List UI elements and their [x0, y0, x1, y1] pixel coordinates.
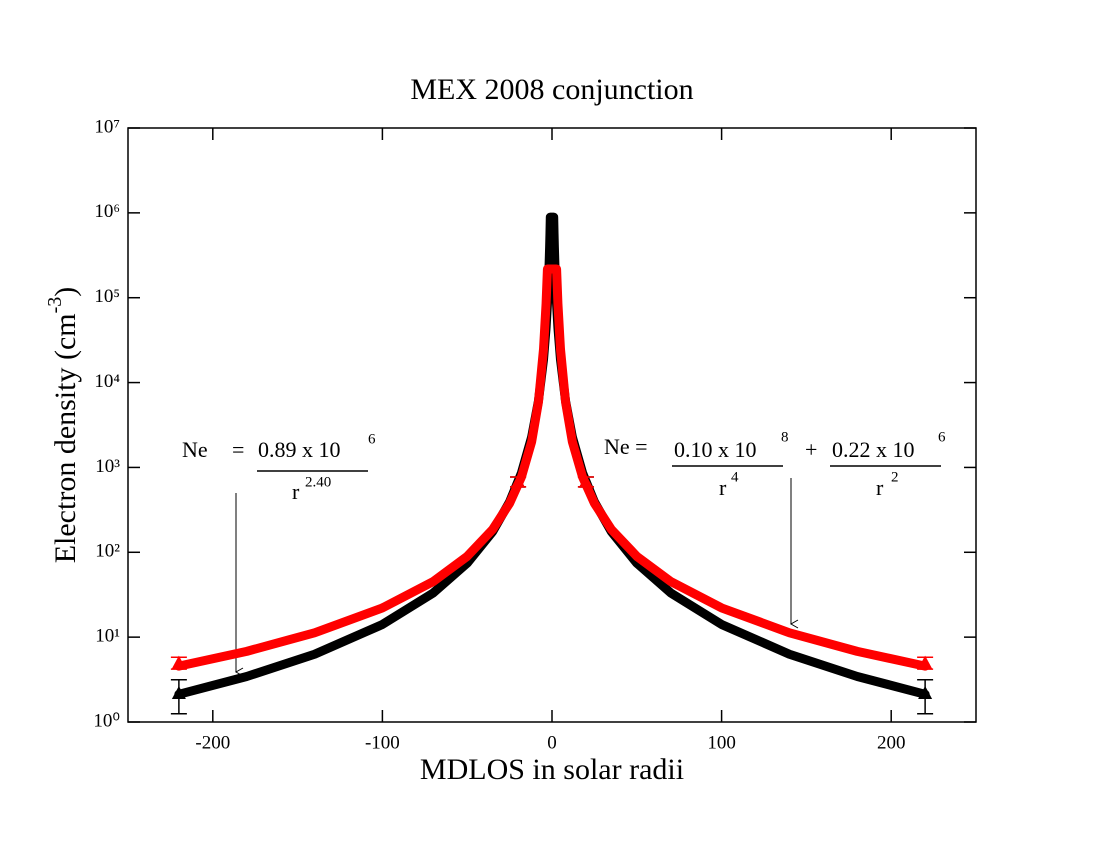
chart-title: MEX 2008 conjunction [410, 73, 693, 106]
marker [171, 655, 186, 669]
y-tick-label: 10⁷ [94, 116, 120, 137]
marker [918, 685, 933, 699]
x-tick-label: -200 [195, 732, 230, 753]
data-line [174, 264, 930, 671]
y-tick-label: 10⁴ [94, 371, 120, 392]
y-axis-label: Electron density (cm-3) [44, 287, 82, 564]
annotation: r [876, 475, 884, 500]
annotation: Ne = [604, 434, 648, 459]
annotation: 2 [891, 469, 899, 485]
annotation: 2.40 [305, 474, 331, 490]
annotation: 6 [368, 431, 376, 447]
annotation: 8 [781, 429, 789, 445]
y-label-end: ) [49, 287, 82, 297]
x-tick-label: 0 [547, 732, 557, 753]
annotation: 6 [938, 429, 946, 445]
annotation: Ne [182, 437, 208, 462]
x-tick-label: -100 [365, 732, 400, 753]
annotation: 4 [731, 469, 739, 485]
x-tick-label: 200 [877, 732, 906, 753]
annotation: r [292, 479, 300, 504]
marker [171, 685, 186, 699]
marker [511, 474, 526, 488]
x-axis-label: MDLOS in solar radii [420, 753, 684, 786]
x-tick-label: 100 [707, 732, 736, 753]
y-label-text: Electron density (cm [49, 313, 82, 563]
annotation: 0.22 x 10 [832, 437, 915, 462]
y-tick-label: 10¹ [95, 626, 120, 647]
y-tick-label: 10⁶ [94, 201, 120, 222]
annotation: 0.10 x 10 [674, 437, 757, 462]
y-tick-label: 10³ [95, 456, 120, 477]
annotation: 0.89 x 10 [258, 437, 341, 462]
annotation: r [719, 475, 727, 500]
y-tick-label: 10² [95, 541, 120, 562]
y-tick-label: 10⁰ [93, 710, 120, 731]
y-tick-label: 10⁵ [94, 286, 120, 307]
marker [918, 655, 933, 669]
y-label-sup: -3 [44, 297, 66, 314]
marker [578, 474, 593, 488]
annotation: = [232, 437, 244, 462]
annotation: + [805, 437, 817, 462]
